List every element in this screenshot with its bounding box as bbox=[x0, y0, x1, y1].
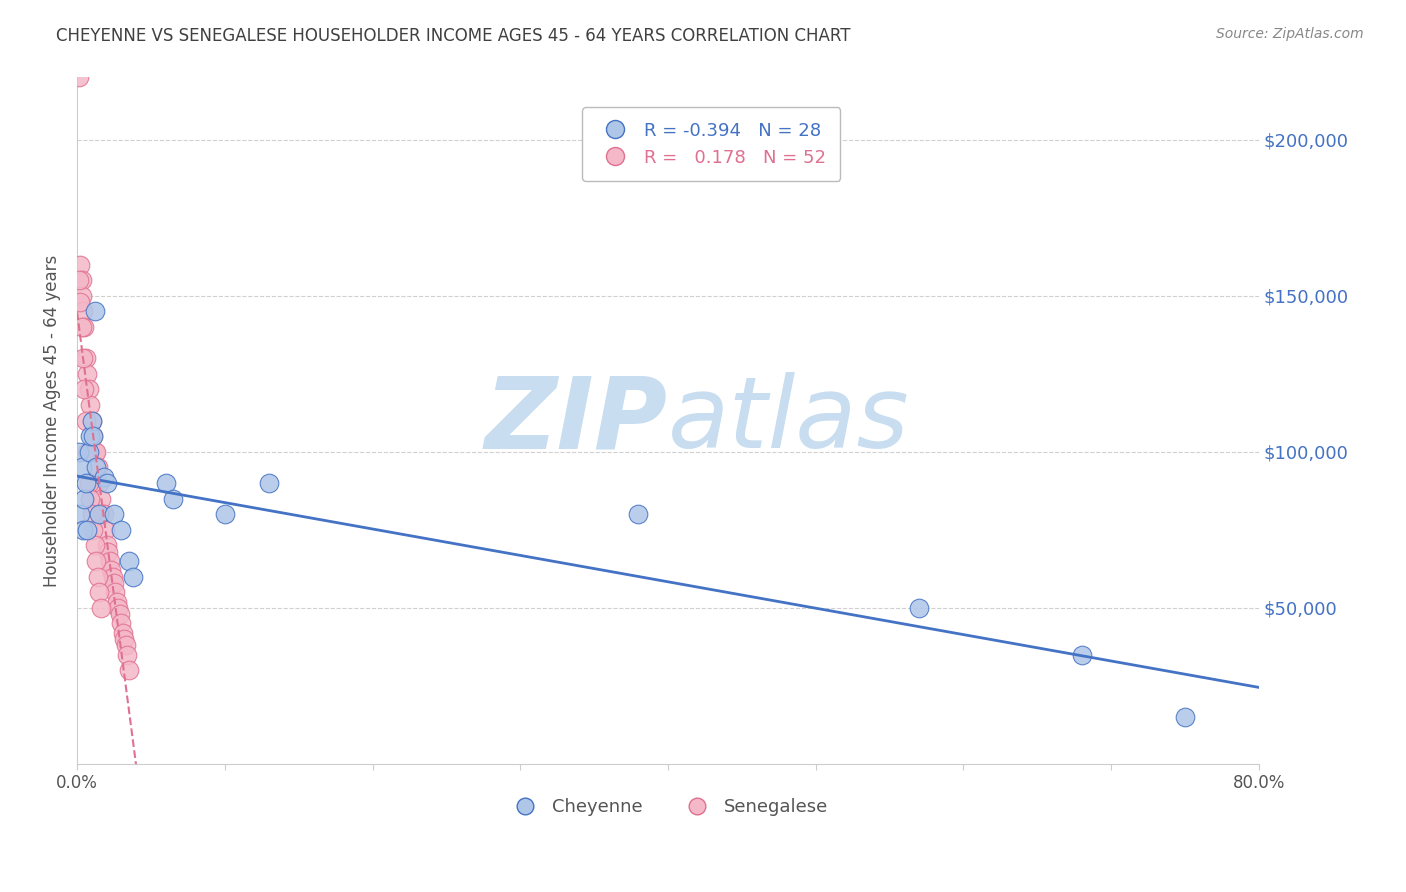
Point bbox=[67, 70, 90, 85]
Point bbox=[103, 507, 125, 521]
Point bbox=[96, 476, 118, 491]
Point bbox=[103, 575, 125, 590]
Point bbox=[155, 476, 177, 491]
Point bbox=[80, 507, 103, 521]
Point bbox=[76, 523, 98, 537]
Point bbox=[1174, 710, 1197, 724]
Point bbox=[627, 507, 650, 521]
Point bbox=[73, 320, 96, 334]
Point bbox=[80, 414, 103, 428]
Point bbox=[83, 445, 105, 459]
Point bbox=[89, 476, 111, 491]
Point bbox=[108, 607, 131, 621]
Point bbox=[122, 569, 145, 583]
Point bbox=[90, 600, 112, 615]
Point bbox=[83, 538, 105, 552]
Point bbox=[96, 538, 118, 552]
Text: ZIP: ZIP bbox=[485, 372, 668, 469]
Point bbox=[117, 648, 139, 662]
Text: CHEYENNE VS SENEGALESE HOUSEHOLDER INCOME AGES 45 - 64 YEARS CORRELATION CHART: CHEYENNE VS SENEGALESE HOUSEHOLDER INCOM… bbox=[56, 27, 851, 45]
Point bbox=[112, 632, 135, 646]
Point bbox=[84, 554, 107, 568]
Point bbox=[70, 289, 93, 303]
Point bbox=[79, 398, 101, 412]
Point bbox=[73, 383, 96, 397]
Point bbox=[76, 445, 98, 459]
Point bbox=[79, 491, 101, 506]
Point bbox=[107, 600, 129, 615]
Point bbox=[89, 585, 111, 599]
Y-axis label: Householder Income Ages 45 - 64 years: Householder Income Ages 45 - 64 years bbox=[44, 254, 60, 587]
Point bbox=[104, 585, 127, 599]
Point bbox=[257, 476, 280, 491]
Point bbox=[69, 258, 91, 272]
Point bbox=[70, 460, 93, 475]
Point bbox=[82, 429, 104, 443]
Point bbox=[97, 544, 120, 558]
Point bbox=[84, 460, 107, 475]
Point bbox=[70, 273, 93, 287]
Point bbox=[111, 625, 134, 640]
Point bbox=[75, 476, 97, 491]
Point bbox=[70, 320, 93, 334]
Point bbox=[90, 491, 112, 506]
Point bbox=[72, 304, 94, 318]
Point bbox=[72, 523, 94, 537]
Point bbox=[87, 460, 110, 475]
Point bbox=[73, 491, 96, 506]
Point bbox=[69, 295, 91, 310]
Point bbox=[94, 523, 117, 537]
Point bbox=[75, 351, 97, 366]
Legend: Cheyenne, Senegalese: Cheyenne, Senegalese bbox=[501, 791, 835, 823]
Point bbox=[77, 445, 100, 459]
Point bbox=[67, 445, 90, 459]
Point bbox=[77, 383, 100, 397]
Point bbox=[83, 304, 105, 318]
Point bbox=[101, 569, 124, 583]
Point bbox=[89, 507, 111, 521]
Point bbox=[214, 507, 236, 521]
Point bbox=[79, 429, 101, 443]
Point bbox=[1070, 648, 1092, 662]
Point bbox=[105, 594, 128, 608]
Point bbox=[84, 445, 107, 459]
Point bbox=[80, 414, 103, 428]
Point bbox=[93, 470, 115, 484]
Point bbox=[110, 616, 132, 631]
Point bbox=[91, 507, 114, 521]
Point bbox=[162, 491, 184, 506]
Point bbox=[72, 351, 94, 366]
Point bbox=[908, 600, 931, 615]
Point bbox=[75, 414, 97, 428]
Point bbox=[76, 367, 98, 381]
Point bbox=[100, 563, 122, 577]
Point bbox=[93, 507, 115, 521]
Point bbox=[115, 638, 138, 652]
Point bbox=[87, 569, 110, 583]
Point bbox=[118, 663, 141, 677]
Point bbox=[77, 476, 100, 491]
Point bbox=[69, 507, 91, 521]
Point bbox=[67, 273, 90, 287]
Point bbox=[98, 554, 121, 568]
Text: Source: ZipAtlas.com: Source: ZipAtlas.com bbox=[1216, 27, 1364, 41]
Text: atlas: atlas bbox=[668, 372, 910, 469]
Point bbox=[118, 554, 141, 568]
Point bbox=[82, 523, 104, 537]
Point bbox=[110, 523, 132, 537]
Point bbox=[82, 429, 104, 443]
